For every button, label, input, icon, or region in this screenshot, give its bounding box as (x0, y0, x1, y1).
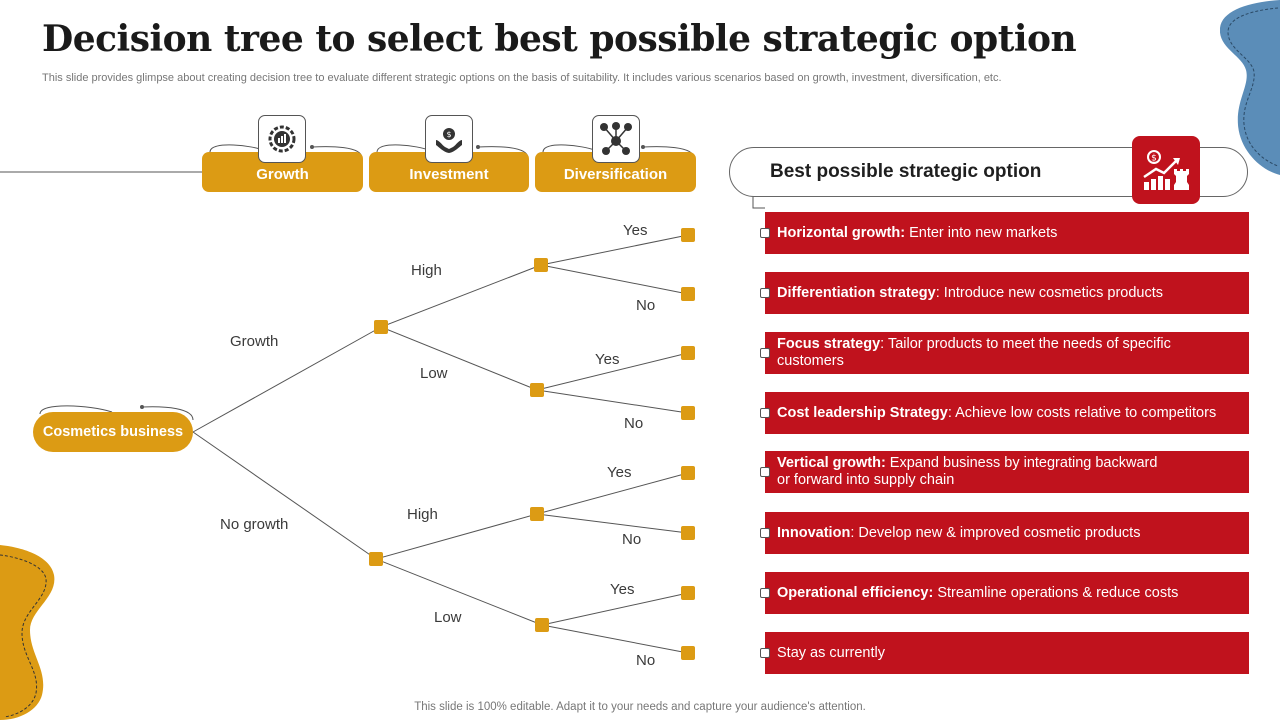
option-text: Stay as currently (777, 644, 885, 661)
option-bold: Horizontal growth: (777, 224, 906, 241)
money-hands-icon: $ (425, 115, 473, 163)
option-text: : Tailor products to meet the needs of s… (777, 336, 1171, 369)
bullet-marker (760, 228, 770, 238)
decorative-gold-shape (0, 545, 55, 720)
bullet-marker (760, 588, 770, 598)
option-row: Vertical growth: Expand business by inte… (765, 451, 1249, 493)
option-text: Enter into new markets (905, 224, 1058, 241)
strategy-chart-icon: $ (1132, 136, 1200, 204)
bullet-marker (760, 467, 770, 477)
best-option-title: Best possible strategic option (770, 161, 1042, 182)
option-text: : Develop new & improved cosmetic produc… (850, 524, 1141, 541)
header-diversification-label: Diversification (563, 166, 668, 183)
branch-no-growth: No growth (220, 516, 289, 533)
option-bold: Vertical growth: (777, 455, 886, 471)
leaf-yes-1: Yes (623, 222, 648, 239)
bullet-marker (760, 348, 770, 358)
leaf-no-1: No (636, 297, 656, 314)
page-subtitle: This slide provides glimpse about creati… (42, 72, 1002, 84)
footer-note: This slide is 100% editable. Adapt it to… (414, 701, 866, 713)
option-text: : Introduce new cosmetics products (935, 284, 1164, 301)
option-row: Innovation: Develop new & improved cosme… (765, 512, 1249, 554)
leaf-yes-3: Yes (607, 464, 632, 481)
bullet-marker (760, 528, 770, 538)
header-investment-label: Investment (409, 166, 489, 183)
bullet-marker (760, 408, 770, 418)
option-row: Stay as currently (765, 632, 1249, 674)
svg-text:$: $ (1151, 154, 1157, 164)
option-bold: Differentiation strategy (777, 284, 936, 301)
option-row: Focus strategy: Tailor products to meet … (765, 332, 1249, 374)
option-bold: Focus strategy (777, 336, 881, 352)
leaf-no-4: No (636, 652, 656, 669)
leaf-yes-2: Yes (595, 351, 620, 368)
network-icon (592, 115, 640, 163)
branch-high-2: High (407, 506, 438, 523)
bullet-marker (760, 648, 770, 658)
leaf-no-2: No (624, 415, 644, 432)
option-row: Differentiation strategy: Introduce new … (765, 272, 1249, 314)
option-bold: Operational efficiency: (777, 584, 934, 601)
option-text: Expand business by integrating backward … (777, 455, 1158, 488)
leaf-yes-4: Yes (610, 581, 635, 598)
option-bold: Innovation (777, 524, 851, 541)
branch-growth: Growth (230, 333, 279, 350)
option-row: Operational efficiency: Streamline opera… (765, 572, 1249, 614)
bullet-marker (760, 288, 770, 298)
option-row: Cost leadership Strategy: Achieve low co… (765, 392, 1249, 434)
svg-text:$: $ (446, 130, 451, 139)
page-title: Decision tree to select best possible st… (42, 18, 1077, 60)
tree-root: Cosmetics business (33, 412, 193, 452)
branch-high-1: High (411, 262, 442, 279)
header-growth-label: Growth (256, 166, 309, 183)
option-text: Streamline operations & reduce costs (933, 584, 1179, 601)
option-row: Horizontal growth: Enter into new market… (765, 212, 1249, 254)
option-bold: Cost leadership Strategy (777, 404, 948, 421)
decorative-blue-shape (1220, 0, 1280, 175)
branch-low-2: Low (434, 609, 462, 626)
option-text: : Achieve low costs relative to competit… (947, 404, 1217, 421)
leaf-no-3: No (622, 531, 642, 548)
branch-low-1: Low (420, 365, 448, 382)
gear-chart-icon (258, 115, 306, 163)
